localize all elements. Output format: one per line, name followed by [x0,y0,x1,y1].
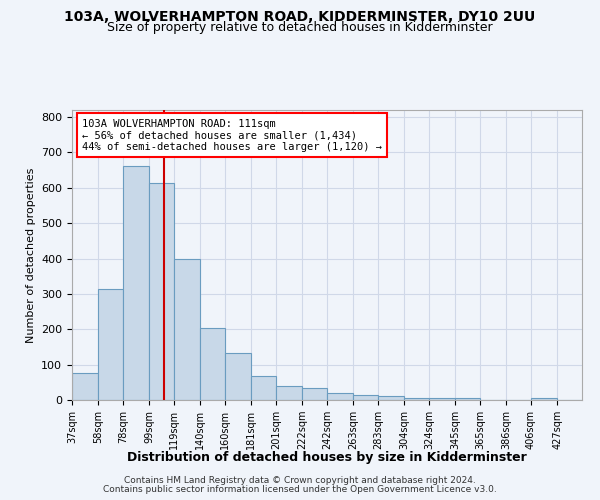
Bar [429,398,455,400]
Bar [327,393,353,400]
Bar [200,328,225,400]
Bar [276,386,302,400]
Bar [123,166,149,400]
Bar [531,398,557,400]
Bar [353,394,378,400]
Bar [72,374,98,400]
Bar [378,396,404,400]
Bar [302,388,327,400]
Text: Contains public sector information licensed under the Open Government Licence v3: Contains public sector information licen… [103,485,497,494]
Text: Size of property relative to detached houses in Kidderminster: Size of property relative to detached ho… [107,22,493,35]
Text: Contains HM Land Registry data © Crown copyright and database right 2024.: Contains HM Land Registry data © Crown c… [124,476,476,485]
Bar [149,182,174,400]
Bar [225,353,251,400]
Bar [98,290,123,400]
Text: 103A, WOLVERHAMPTON ROAD, KIDDERMINSTER, DY10 2UU: 103A, WOLVERHAMPTON ROAD, KIDDERMINSTER,… [64,10,536,24]
Bar [251,376,276,400]
Bar [404,398,429,400]
Y-axis label: Number of detached properties: Number of detached properties [26,168,35,342]
Text: 103A WOLVERHAMPTON ROAD: 111sqm
← 56% of detached houses are smaller (1,434)
44%: 103A WOLVERHAMPTON ROAD: 111sqm ← 56% of… [82,118,382,152]
Bar [174,259,200,400]
Bar [455,398,480,400]
Text: Distribution of detached houses by size in Kidderminster: Distribution of detached houses by size … [127,451,527,464]
